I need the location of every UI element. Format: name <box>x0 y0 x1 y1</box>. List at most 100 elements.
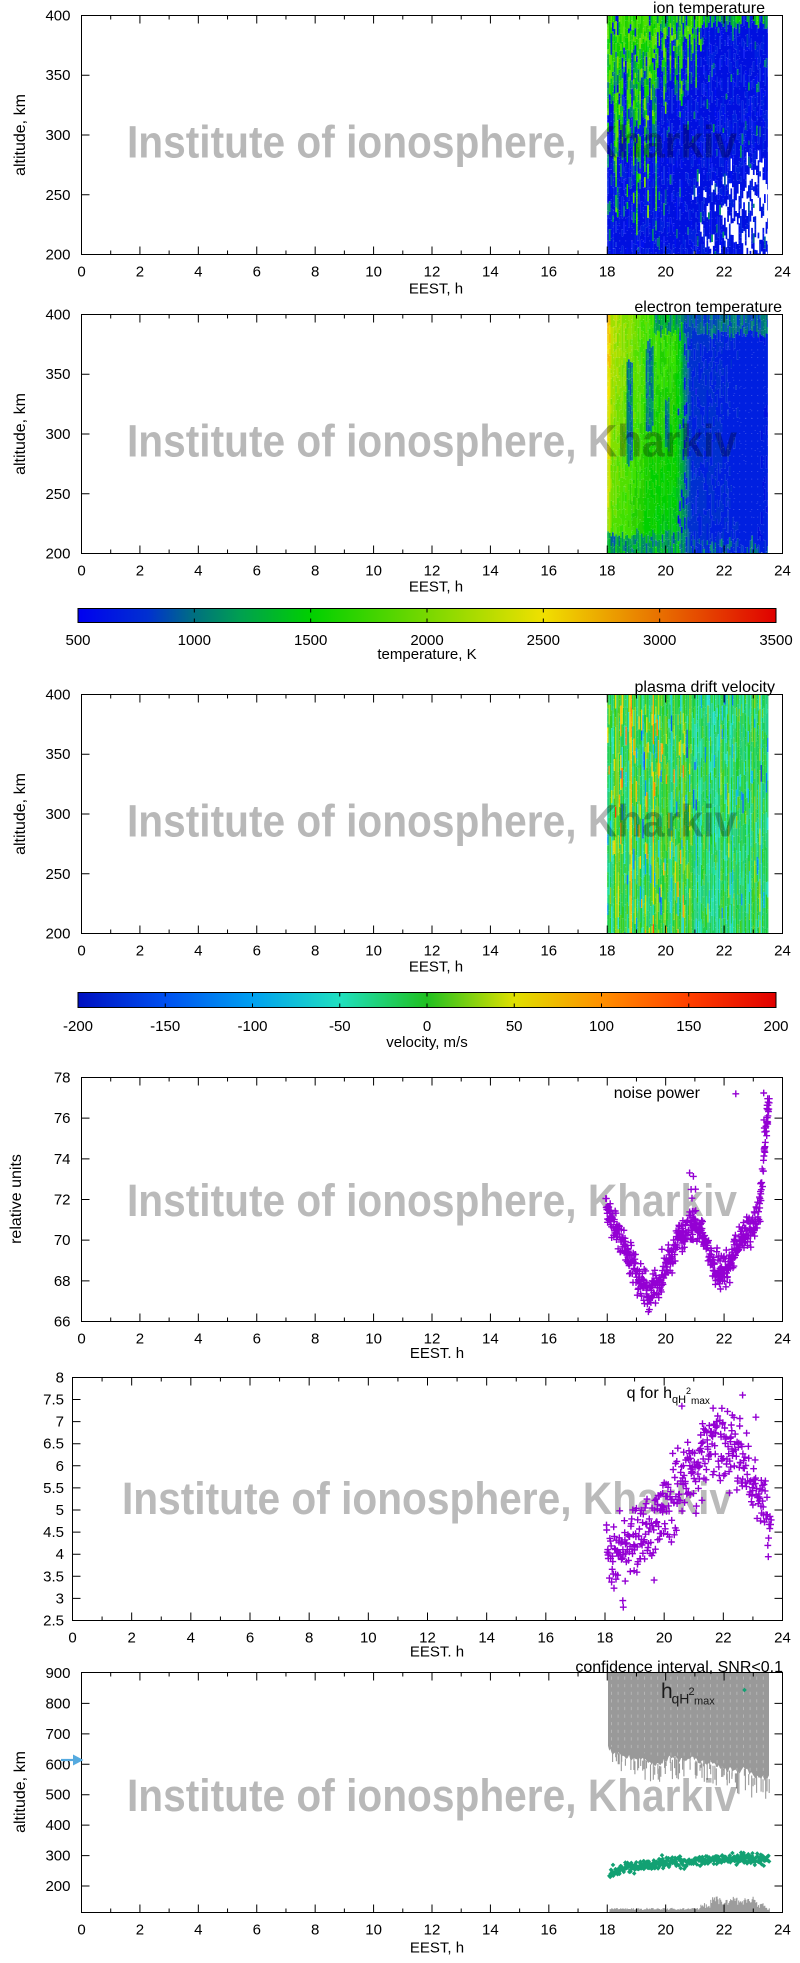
svg-text:20: 20 <box>657 1922 674 1939</box>
svg-text:24: 24 <box>774 1630 791 1647</box>
svg-text:max: max <box>691 1396 710 1407</box>
svg-text:6: 6 <box>56 1458 64 1475</box>
svg-text:4: 4 <box>187 1630 195 1647</box>
svg-text:16: 16 <box>540 264 557 281</box>
svg-text:0: 0 <box>77 563 85 580</box>
svg-text:2: 2 <box>136 563 144 580</box>
svg-text:20: 20 <box>656 1630 673 1647</box>
svg-text:Institute of ionosphere, Khark: Institute of ionosphere, Kharkiv <box>127 117 737 168</box>
svg-text:700: 700 <box>45 1726 70 1743</box>
svg-text:50: 50 <box>506 1018 523 1035</box>
svg-text:2.5: 2.5 <box>43 1613 64 1630</box>
svg-text:18: 18 <box>599 264 616 281</box>
svg-text:20: 20 <box>657 264 674 281</box>
svg-text:24: 24 <box>774 1331 791 1348</box>
svg-text:4: 4 <box>56 1546 64 1563</box>
svg-text:8: 8 <box>311 563 319 580</box>
svg-text:10: 10 <box>365 943 382 960</box>
svg-text:2: 2 <box>136 1331 144 1348</box>
svg-text:300: 300 <box>45 806 70 823</box>
svg-text:150: 150 <box>676 1018 701 1035</box>
svg-text:12: 12 <box>424 943 441 960</box>
svg-text:10: 10 <box>365 264 382 281</box>
svg-text:70: 70 <box>54 1232 71 1249</box>
svg-text:22: 22 <box>716 1331 733 1348</box>
svg-text:Institute of ionosphere, Khark: Institute of ionosphere, Kharkiv <box>127 796 737 847</box>
svg-text:250: 250 <box>45 866 70 883</box>
svg-text:0: 0 <box>77 264 85 281</box>
svg-text:16: 16 <box>540 1331 557 1348</box>
svg-text:400: 400 <box>45 687 70 704</box>
svg-text:5: 5 <box>56 1502 64 1519</box>
svg-text:3.5: 3.5 <box>43 1568 64 1585</box>
svg-text:18: 18 <box>599 943 616 960</box>
svg-text:Institute of ionosphere, Khark: Institute of ionosphere, Kharkiv <box>127 416 737 467</box>
svg-text:2: 2 <box>136 1922 144 1939</box>
svg-text:250: 250 <box>45 486 70 503</box>
svg-text:22: 22 <box>716 943 733 960</box>
svg-text:76: 76 <box>54 1110 71 1127</box>
svg-text:0: 0 <box>68 1630 76 1647</box>
svg-text:qH: qH <box>672 1394 686 1406</box>
svg-text:6: 6 <box>253 1922 261 1939</box>
svg-text:8: 8 <box>311 264 319 281</box>
svg-text:10: 10 <box>365 1331 382 1348</box>
svg-text:0: 0 <box>77 943 85 960</box>
svg-text:22: 22 <box>716 264 733 281</box>
svg-text:14: 14 <box>482 264 499 281</box>
svg-text:0: 0 <box>423 1018 431 1035</box>
svg-text:Institute of ionosphere, Khark: Institute of ionosphere, Kharkiv <box>127 1770 737 1821</box>
svg-text:EEST, h: EEST, h <box>409 281 463 298</box>
svg-text:400: 400 <box>45 307 70 324</box>
svg-text:EEST. h: EEST. h <box>410 1345 464 1362</box>
svg-text:5.5: 5.5 <box>43 1480 64 1497</box>
svg-text:3: 3 <box>56 1590 64 1607</box>
svg-text:8: 8 <box>311 1922 319 1939</box>
svg-text:velocity, m/s: velocity, m/s <box>386 1034 467 1051</box>
svg-text:2: 2 <box>686 1386 691 1396</box>
svg-text:EEST. h: EEST. h <box>410 1644 464 1661</box>
svg-text:22: 22 <box>716 1922 733 1939</box>
svg-text:2500: 2500 <box>527 632 560 649</box>
svg-text:12: 12 <box>419 1630 436 1647</box>
svg-text:350: 350 <box>45 67 70 84</box>
svg-text:h: h <box>661 1680 673 1703</box>
svg-text:4: 4 <box>194 943 202 960</box>
svg-text:EEST, h: EEST, h <box>409 579 463 596</box>
svg-text:electron temperature: electron temperature <box>634 299 782 316</box>
svg-text:3000: 3000 <box>643 632 676 649</box>
svg-text:350: 350 <box>45 366 70 383</box>
svg-text:1500: 1500 <box>294 632 327 649</box>
svg-text:800: 800 <box>45 1695 70 1712</box>
svg-text:16: 16 <box>540 563 557 580</box>
svg-text:14: 14 <box>478 1630 495 1647</box>
svg-text:plasma drift velocity: plasma drift velocity <box>635 679 776 696</box>
svg-text:12: 12 <box>424 264 441 281</box>
svg-text:1000: 1000 <box>178 632 211 649</box>
svg-text:q for h: q for h <box>627 1385 672 1402</box>
svg-text:24: 24 <box>774 264 791 281</box>
svg-text:20: 20 <box>657 563 674 580</box>
svg-text:altitude, km: altitude, km <box>12 94 29 176</box>
svg-text:300: 300 <box>45 426 70 443</box>
svg-text:200: 200 <box>763 1018 788 1035</box>
svg-text:Institute of ionosphere, Khark: Institute of ionosphere, Kharkiv <box>127 1175 737 1226</box>
svg-text:6: 6 <box>253 264 261 281</box>
svg-text:2: 2 <box>128 1630 136 1647</box>
svg-text:altitude, km: altitude, km <box>12 393 29 475</box>
svg-text:12: 12 <box>424 563 441 580</box>
svg-text:66: 66 <box>54 1314 71 1331</box>
svg-text:6: 6 <box>246 1630 254 1647</box>
svg-text:6: 6 <box>253 563 261 580</box>
svg-text:10: 10 <box>365 1922 382 1939</box>
svg-text:22: 22 <box>716 563 733 580</box>
svg-text:-100: -100 <box>237 1018 267 1035</box>
svg-text:18: 18 <box>599 1331 616 1348</box>
svg-text:3500: 3500 <box>759 632 792 649</box>
svg-text:4.5: 4.5 <box>43 1524 64 1541</box>
svg-text:altitude, km: altitude, km <box>12 773 29 855</box>
svg-text:16: 16 <box>537 1630 554 1647</box>
svg-text:2: 2 <box>136 264 144 281</box>
svg-text:EEST, h: EEST, h <box>410 1940 464 1957</box>
svg-text:14: 14 <box>482 1922 499 1939</box>
